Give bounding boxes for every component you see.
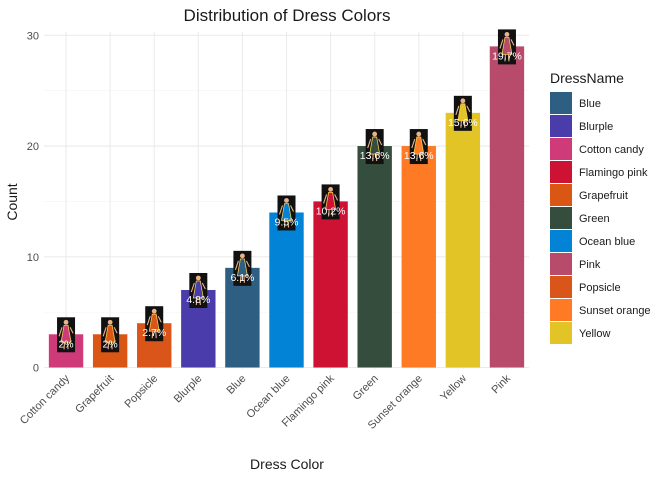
legend-label: Sunset orange — [579, 305, 651, 317]
dress-figure-icon — [57, 317, 76, 353]
legend-swatch — [550, 184, 572, 206]
legend-title: DressName — [550, 70, 624, 86]
x-tick-label: Blue — [224, 373, 248, 397]
legend-swatch — [550, 299, 572, 321]
legend-label: Flamingo pink — [579, 167, 648, 179]
x-axis-title: Dress Color — [250, 456, 324, 472]
bar-yellow — [445, 112, 481, 368]
legend-label: Blurple — [579, 121, 613, 133]
y-tick-label: 10 — [27, 252, 39, 264]
plot-panel: 0 10 20 30 2% Cotton candy 2% Grapefruit 2.7% Pop… — [18, 29, 529, 432]
dress-figure-icon — [321, 184, 340, 220]
chart-title: Distribution of Dress Colors — [184, 6, 391, 25]
legend-swatch — [550, 115, 572, 137]
y-tick-label: 0 — [33, 363, 39, 375]
legend-swatch — [550, 161, 572, 183]
legend-swatch — [550, 322, 572, 344]
x-tick-label: Ocean blue — [244, 373, 292, 421]
legend-swatch — [550, 230, 572, 252]
x-tick-label: Pink — [489, 372, 513, 396]
bar-percent-label: 15.6% — [448, 117, 478, 129]
x-tick-label: Popsicle — [122, 373, 160, 411]
legend-swatch — [550, 207, 572, 229]
bar-percent-label: 19.7% — [492, 50, 522, 62]
x-tick-label: Green — [351, 373, 381, 403]
legend-swatch — [550, 138, 572, 160]
legend-swatch — [550, 276, 572, 298]
y-tick-label: 30 — [27, 30, 39, 42]
dress-figure-icon — [277, 195, 296, 231]
x-tick-label: Yellow — [438, 373, 469, 404]
bar-sunset-orange — [401, 146, 436, 368]
bar-percent-label: 4.8% — [186, 294, 210, 306]
dress-figure-icon — [101, 317, 120, 353]
legend-label: Grapefruit — [579, 190, 628, 202]
legend-label: Cotton candy — [579, 144, 644, 156]
dress-figure-icon — [497, 29, 516, 65]
bar-percent-label: 2% — [58, 338, 73, 350]
y-axis-title: Count — [4, 183, 20, 220]
legend-swatch — [550, 253, 572, 275]
bar-percent-label: 2.7% — [142, 327, 166, 339]
dress-figure-icon — [233, 250, 252, 286]
x-tick-label: Blurple — [172, 373, 205, 406]
bar-flamingo-pink — [313, 201, 348, 368]
bar-percent-label: 10.2% — [316, 205, 346, 217]
y-tick-label: 20 — [27, 141, 39, 153]
bar-percent-label: 9.5% — [275, 216, 299, 228]
bar-green — [357, 146, 392, 368]
legend-label: Blue — [579, 98, 601, 110]
legend-label: Ocean blue — [579, 236, 635, 248]
legend-swatch — [550, 92, 572, 114]
legend-label: Popsicle — [579, 282, 621, 294]
legend-label: Pink — [579, 259, 601, 271]
legend: Blue Blurple Cotton candy Flamingo pink Grap… — [550, 92, 651, 344]
dress-figure-icon — [365, 129, 384, 165]
bar-percent-label: 13.6% — [360, 150, 390, 162]
dress-figure-icon — [189, 272, 208, 308]
legend-label: Yellow — [579, 328, 610, 340]
bar-pink — [489, 46, 525, 368]
legend-label: Green — [579, 213, 610, 225]
bar-percent-label: 13.6% — [404, 150, 434, 162]
dress-figure-icon — [453, 95, 472, 131]
x-tick-label: Cotton candy — [18, 372, 73, 427]
bar-percent-label: 2% — [103, 338, 118, 350]
dress-figure-icon — [409, 129, 428, 165]
dress-figure-icon — [145, 306, 164, 342]
x-tick-label: Grapefruit — [73, 373, 116, 416]
bar-percent-label: 6.1% — [230, 272, 254, 284]
bar-ocean-blue — [269, 212, 304, 368]
